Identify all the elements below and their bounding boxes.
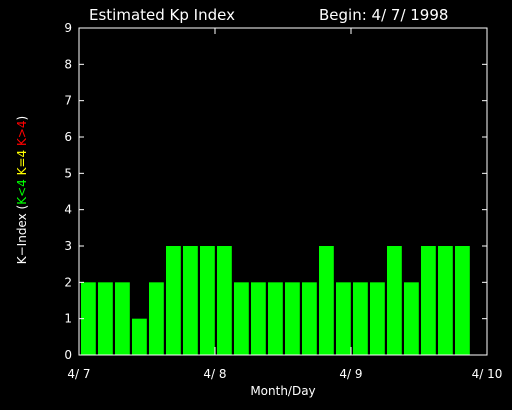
y-tick-label: 2 [64, 275, 72, 289]
x-tick-label: 4/ 9 [339, 367, 362, 381]
x-tick-label: 4/ 10 [472, 367, 503, 381]
begin-date-label: Begin: 4/ 7/ 1998 [319, 6, 448, 24]
y-tick-label: 5 [64, 166, 72, 180]
bar-mark [251, 282, 266, 355]
y-tick-label: 3 [64, 239, 72, 253]
y-tick-label: 6 [64, 130, 72, 144]
bar-mark [98, 282, 113, 355]
y-tick-label: 7 [64, 94, 72, 108]
bar-mark [149, 282, 164, 355]
y-label-part: K=4 [15, 150, 29, 176]
bar-mark [268, 282, 283, 355]
y-tick-label: 4 [64, 203, 72, 217]
bar-mark [302, 282, 317, 355]
y-axis: 0 1 2 3 4 5 6 7 8 9 [64, 21, 487, 362]
x-axis: 4/ 7 4/ 8 4/ 9 4/ 10 [67, 28, 502, 381]
y-label-part: K<4 [15, 179, 29, 205]
bar-mark [115, 282, 130, 355]
bar-mark [455, 246, 470, 355]
bar-mark [200, 246, 215, 355]
x-tick-label: 4/ 7 [67, 367, 90, 381]
bar-mark [166, 246, 181, 355]
y-label-suffix: ) [15, 116, 29, 121]
bar-mark [404, 282, 419, 355]
y-tick-label: 1 [64, 312, 72, 326]
y-axis-label: K−Index (K<4 K=4 K>4) [15, 116, 29, 265]
y-tick-label: 8 [64, 57, 72, 71]
y-tick-label: 0 [64, 348, 72, 362]
y-label-part: K>4 [15, 120, 29, 146]
bar-mark [319, 246, 334, 355]
y-label-prefix: K−Index ( [15, 205, 29, 264]
bar-mark [438, 246, 453, 355]
bar-mark [353, 282, 368, 355]
bar-mark [183, 246, 198, 355]
bar-mark [132, 318, 147, 355]
plot-frame [78, 27, 488, 356]
bar-mark [81, 282, 96, 355]
bar-mark [387, 246, 402, 355]
bar-mark [370, 282, 385, 355]
y-tick-label: 9 [64, 21, 72, 35]
bar-series [81, 246, 470, 355]
bar-mark [234, 282, 249, 355]
bar-mark [336, 282, 351, 355]
bar-mark [285, 282, 300, 355]
chart-title: Estimated Kp Index [89, 6, 235, 24]
x-tick-label: 4/ 8 [203, 367, 226, 381]
bar-mark [421, 246, 436, 355]
bar-mark [217, 246, 232, 355]
x-axis-label: Month/Day [250, 384, 315, 398]
